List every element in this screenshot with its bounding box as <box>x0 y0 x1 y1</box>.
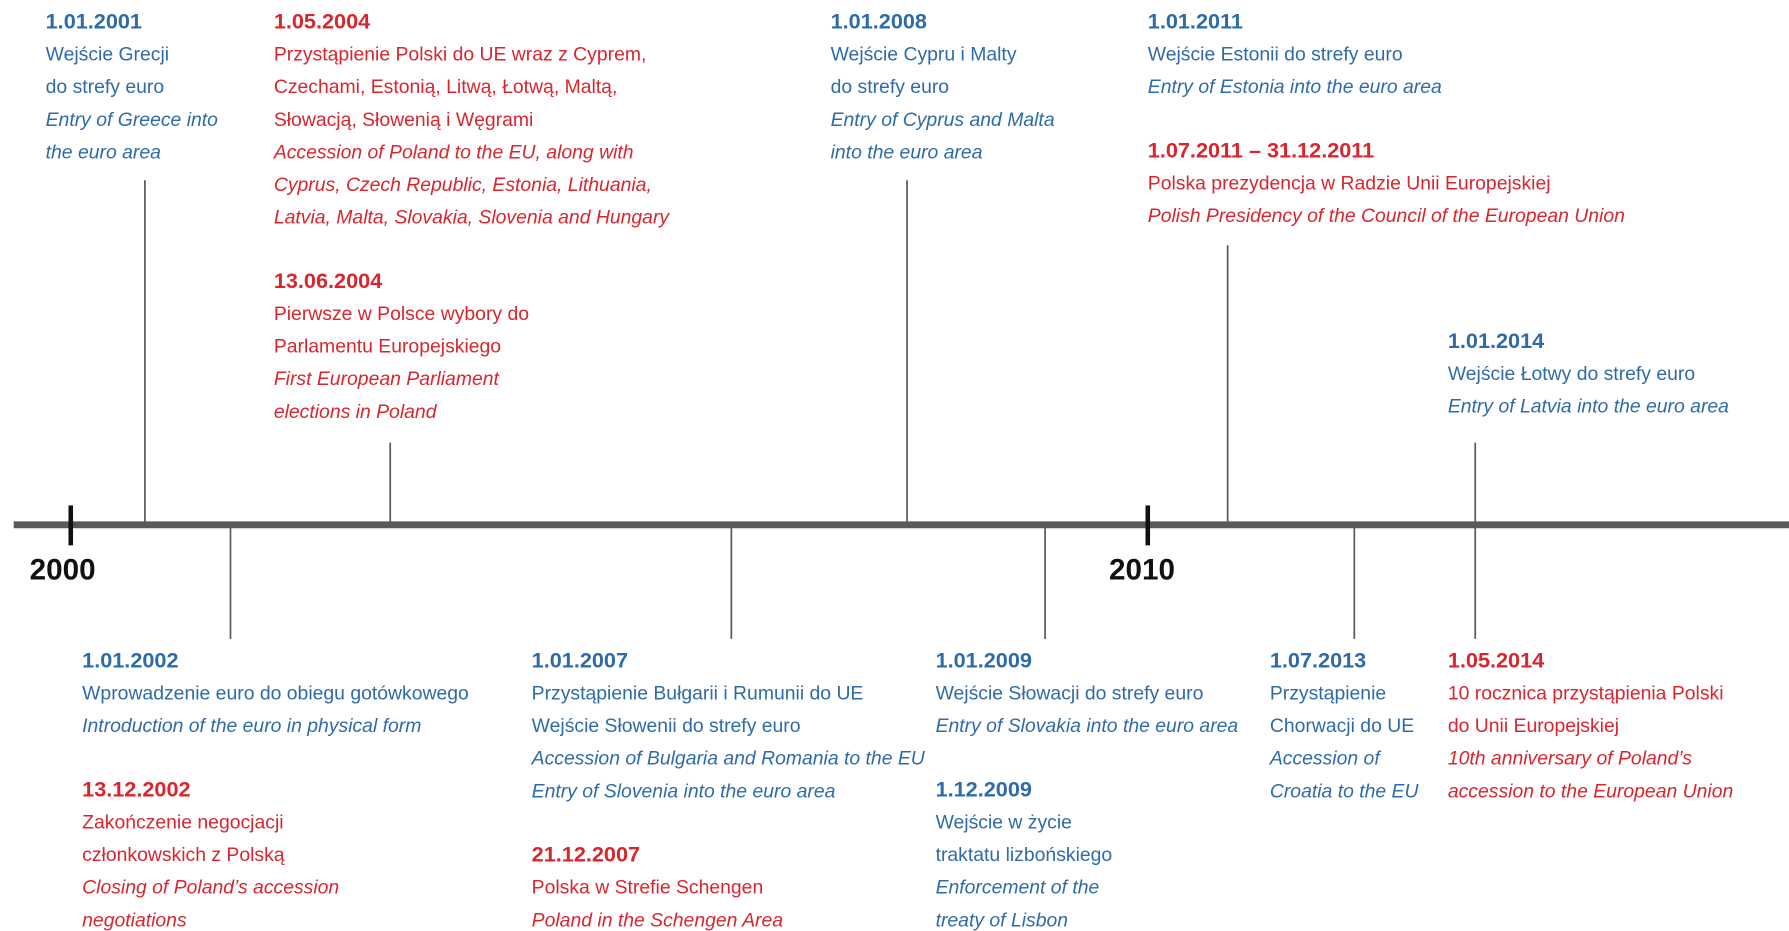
event-text-pl: Czechami, Estonią, Litwą, Łotwą, Maltą, <box>274 76 618 98</box>
event-text-en: Poland in the Schengen Area <box>532 909 784 931</box>
event-date: 13.12.2002 <box>82 776 190 801</box>
event-text-pl: Przystąpienie Polski do UE wraz z Cyprem… <box>274 44 647 66</box>
event-block: 1.01.2002 Wprowadzenie euro do obiegu got… <box>82 647 469 931</box>
event-text-en: Accession of Poland to the EU, along wit… <box>273 141 634 163</box>
event-text-pl: Wejście Słowenii do strefy euro <box>532 715 801 737</box>
event-text-pl: Pierwsze w Polsce wybory do <box>274 303 529 325</box>
event-text-en: Entry of Estonia into the euro area <box>1148 76 1442 98</box>
event-text-pl: Wprowadzenie euro do obiegu gotówkowego <box>82 682 469 704</box>
event-text-en: negotiations <box>82 909 187 931</box>
event-text-en: Closing of Poland’s accession <box>82 877 339 899</box>
event-text-en: Entry of Slovenia into the euro area <box>532 780 836 802</box>
event-text-en: Accession of <box>1269 748 1382 770</box>
event-text-en: the euro area <box>46 141 161 163</box>
year-label: 2000 <box>30 553 96 586</box>
event-date: 1.01.2009 <box>936 647 1032 672</box>
event-text-en: Accession of Bulgaria and Romania to the… <box>531 748 926 770</box>
event-date: 1.07.2013 <box>1270 647 1366 672</box>
event-text-en: into the euro area <box>831 141 983 163</box>
event-text-en: treaty of Lisbon <box>936 909 1068 931</box>
event-text-pl: Wejście Łotwy do strefy euro <box>1448 363 1695 385</box>
event-text-en: Entry of Slovakia into the euro area <box>936 715 1239 737</box>
event-text-pl: Przystąpienie <box>1270 682 1386 704</box>
event-date: 1.01.2001 <box>46 9 142 34</box>
event-date: 1.01.2011 <box>1148 9 1243 34</box>
event-date: 1.01.2002 <box>82 647 178 672</box>
event-text-pl: Polska prezydencja w Radzie Unii Europej… <box>1148 172 1551 194</box>
event-date: 1.05.2014 <box>1448 647 1544 672</box>
event-text-en: Latvia, Malta, Slovakia, Slovenia and Hu… <box>274 207 671 229</box>
event-text-pl: 10 rocznica przystąpienia Polski <box>1448 682 1724 704</box>
event-block: 1.01.2007 Przystąpienie Bułgarii i Rumuni… <box>531 647 926 931</box>
event-text-en: elections in Poland <box>274 401 438 423</box>
event-text-en: Entry of Latvia into the euro area <box>1448 396 1729 418</box>
event-date: 1.12.2009 <box>936 776 1032 801</box>
event-text-pl: Wejście Cypru i Malty <box>831 44 1017 66</box>
event-date: 13.06.2004 <box>274 268 382 293</box>
event-text-pl: Słowacją, Słowenią i Węgrami <box>274 109 534 131</box>
event-block: 1.01.2009 Wejście Słowacji do strefy euro… <box>936 647 1239 931</box>
event-date: 1.01.2008 <box>831 9 927 34</box>
event-date: 1.05.2004 <box>274 9 370 34</box>
event-text-pl: Wejście Estonii do strefy euro <box>1148 44 1403 66</box>
event-date: 1.01.2007 <box>532 647 628 672</box>
event-text-pl: Chorwacji do UE <box>1270 715 1414 737</box>
event-block: 1.01.2001 Wejście Grecji do strefy euro Ent… <box>46 9 219 164</box>
event-text-en: Entry of Cyprus and Malta <box>831 109 1055 131</box>
event-text-pl: Wejście Słowacji do strefy euro <box>936 682 1204 704</box>
event-text-pl: Wejście w życie <box>936 811 1072 833</box>
event-text-pl: członkowskich z Polską <box>82 844 285 866</box>
event-block: 1.05.2004 Przystąpienie Polski do UE wraz… <box>273 9 671 423</box>
event-date: 21.12.2007 <box>532 842 640 867</box>
event-text-pl: do Unii Europejskiej <box>1448 715 1619 737</box>
event-text-pl: Zakończenie negocjacji <box>82 811 283 833</box>
year-label: 2010 <box>1109 553 1175 586</box>
event-text-pl: do strefy euro <box>831 76 949 98</box>
event-date: 1.07.2011 – 31.12.2011 <box>1148 137 1374 162</box>
event-block: 1.01.2008 Wejście Cypru i Malty do strefy … <box>831 9 1055 164</box>
event-text-pl: do strefy euro <box>46 76 164 98</box>
event-block: 1.07.2013 Przystąpienie Chorwacji do UE Acc… <box>1269 647 1420 802</box>
event-text-pl: Polska w Strefie Schengen <box>532 877 764 899</box>
event-text-en: Polish Presidency of the Council of the … <box>1148 205 1625 227</box>
event-text-en: Cyprus, Czech Republic, Estonia, Lithuan… <box>274 174 652 196</box>
event-text-en: Entry of Greece into <box>46 109 219 131</box>
event-text-en: Croatia to the EU <box>1270 780 1420 802</box>
event-text-pl: Przystąpienie Bułgarii i Rumunii do UE <box>532 682 864 704</box>
event-text-en: First European Parliament <box>274 368 501 390</box>
event-block: 1.01.2014 Wejście Łotwy do strefy euro Ent… <box>1448 328 1729 418</box>
event-text-en: accession to the European Union <box>1448 780 1733 802</box>
event-text-en: 10th anniversary of Poland’s <box>1448 748 1692 770</box>
event-text-pl: Wejście Grecji <box>46 44 169 66</box>
event-text-en: Introduction of the euro in physical for… <box>82 715 421 737</box>
event-block: 1.01.2011 Wejście Estonii do strefy euro E… <box>1148 9 1625 228</box>
event-text-pl: Parlamentu Europejskiego <box>274 336 501 358</box>
event-text-pl: traktatu lizbońskiego <box>936 844 1113 866</box>
event-date: 1.01.2014 <box>1448 328 1544 353</box>
event-block: 1.05.2014 10 rocznica przystąpienia Polsk… <box>1448 647 1733 802</box>
event-text-en: Enforcement of the <box>936 877 1100 899</box>
